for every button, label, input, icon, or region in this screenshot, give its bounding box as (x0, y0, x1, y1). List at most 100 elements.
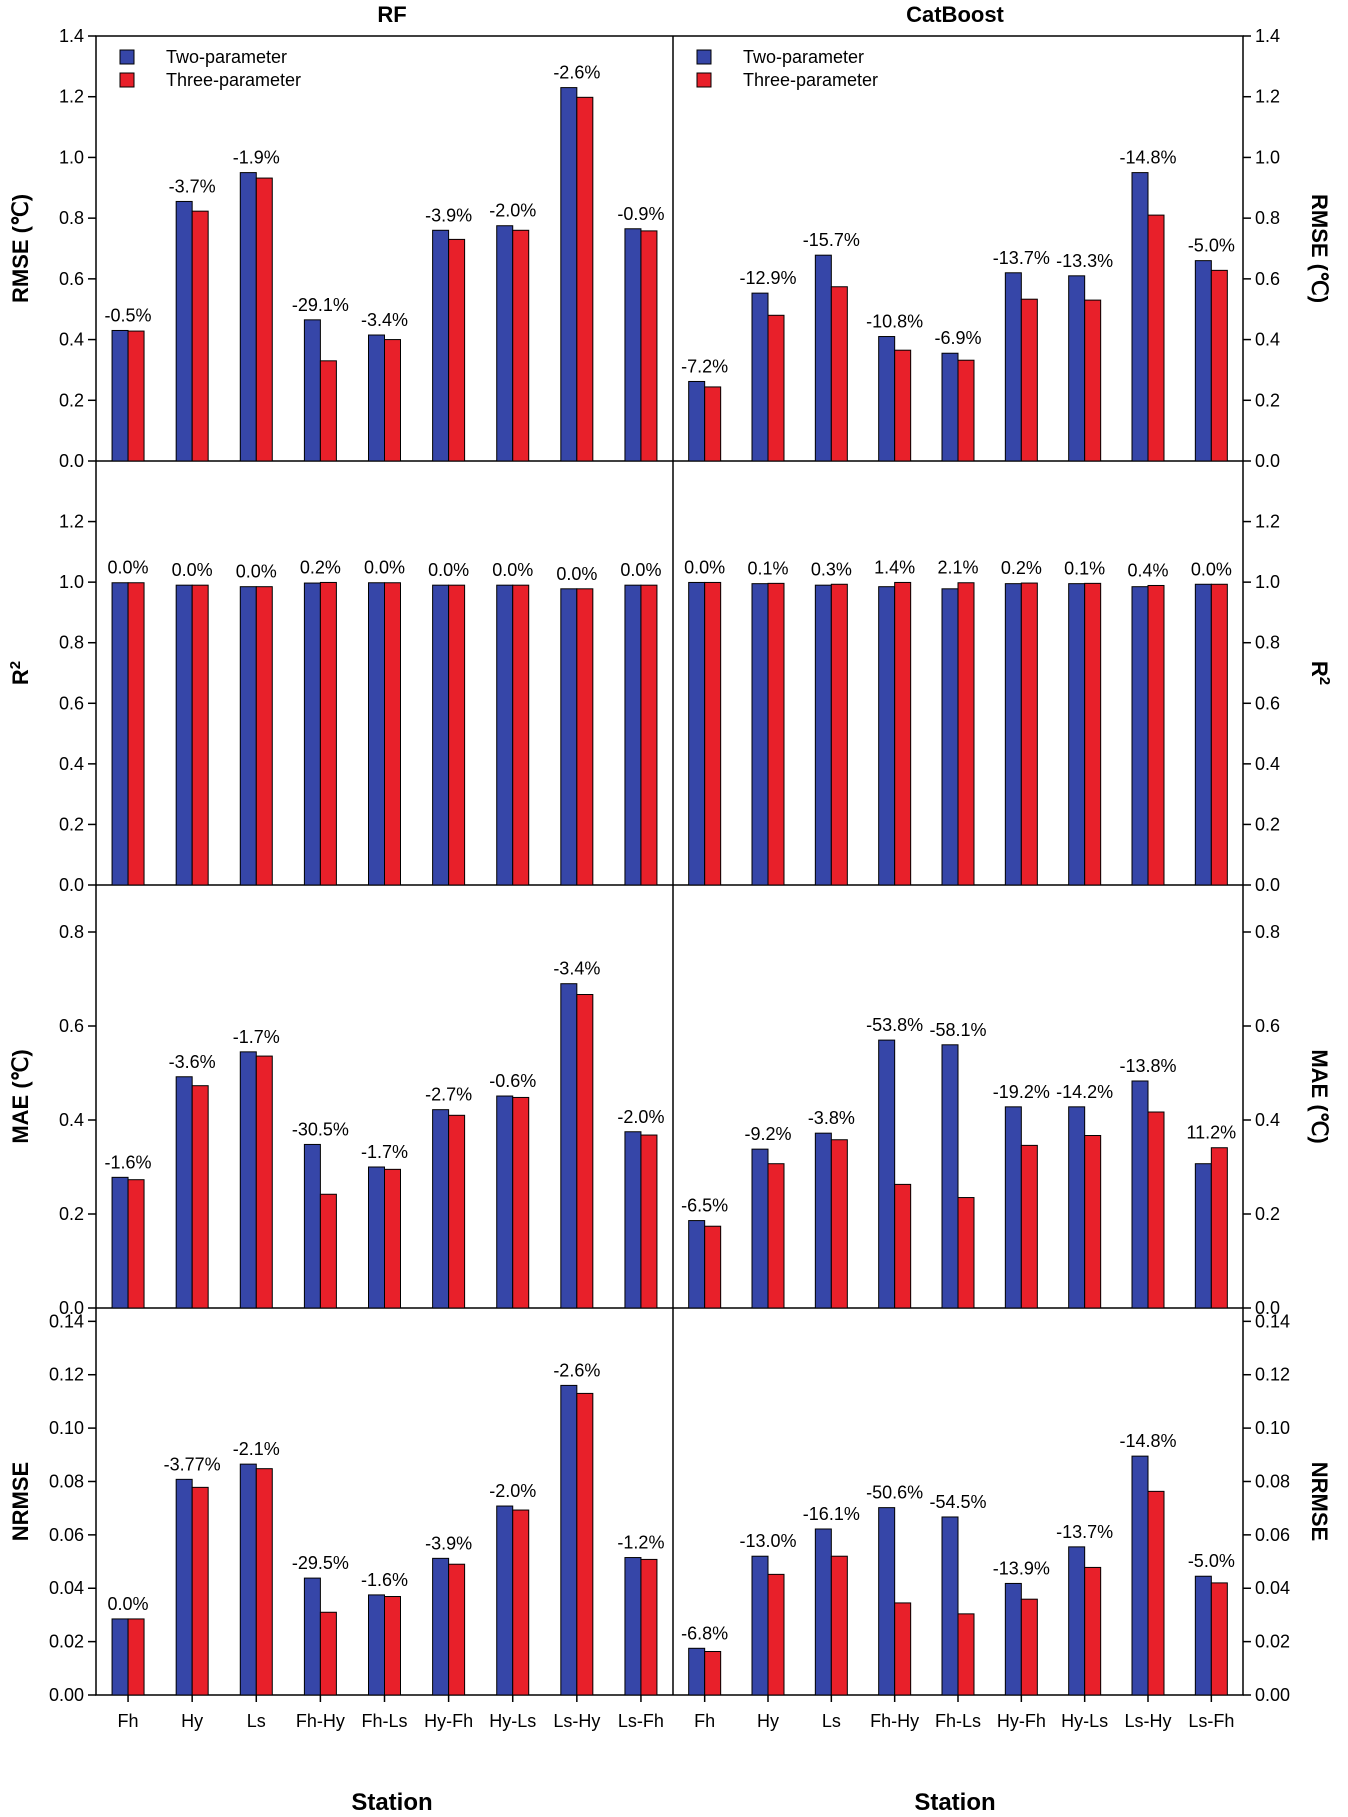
panel-catboost-0: 0.0 0.2 0.4 0.6 0.8 1.0 1.2 1.4 RMSE (℃) -7.2% -12… (681, 26, 1332, 471)
y-tick-label: 0.00 (1255, 1685, 1290, 1705)
bar-two-param (368, 1594, 385, 1696)
data-label: -2.7% (425, 1085, 472, 1105)
data-label: -16.1% (803, 1504, 860, 1524)
bar-two-param (560, 588, 578, 886)
bar-two-param (878, 1507, 896, 1696)
data-label: -2.0% (489, 1481, 536, 1501)
bar-three-param (640, 230, 658, 462)
bar-two-param (1004, 1106, 1022, 1309)
bar-two-param (1068, 1106, 1086, 1309)
bar-three-param (1020, 298, 1038, 462)
bar-three-param (319, 1193, 337, 1309)
legend-swatch-two-param (696, 49, 712, 65)
bar-three-param (127, 330, 145, 462)
bar-two-param (432, 584, 450, 886)
data-label: -0.6% (489, 1071, 536, 1091)
bar-three-param (1147, 584, 1165, 886)
bar-three-param (384, 339, 401, 462)
y-tick-label: 0.8 (1255, 922, 1280, 942)
y-tick-label: 0.4 (59, 330, 84, 350)
bar-two-param (560, 1384, 578, 1696)
bar-two-param (239, 1051, 257, 1309)
panel-rf-2: 0.0 0.2 0.4 0.6 0.8 MAE (℃) -1.6% -3.6% -1.7% -30… (8, 922, 664, 1318)
legend-swatch-three-param (119, 72, 135, 88)
y-axis-label-r2: R2 (7, 661, 33, 685)
data-label: 0.0% (1191, 559, 1232, 579)
bar-three-param (894, 581, 912, 886)
bar-three-param (767, 582, 785, 886)
bar-two-param (624, 228, 642, 462)
data-label: 0.4% (1127, 560, 1168, 580)
y-tick-label: 0.0 (59, 1298, 84, 1318)
panel-catboost-2: 0.0 0.2 0.4 0.6 0.8 MAE (℃) -6.5% -9.2% -3.8% -53… (681, 922, 1332, 1318)
y-tick-label: 0.6 (59, 1016, 84, 1036)
bar-three-param (957, 359, 975, 462)
y-tick-label: 0.06 (1255, 1525, 1290, 1545)
y-tick-label: 1.2 (1255, 87, 1280, 107)
bar-three-param (1020, 1598, 1038, 1696)
bar-two-param (1194, 583, 1212, 886)
legend-swatch-two-param (119, 49, 135, 65)
bar-three-param (448, 584, 466, 886)
y-tick-label: 0.14 (49, 1311, 84, 1331)
data-label: -2.6% (553, 63, 600, 83)
bar-three-param (191, 1486, 209, 1696)
bar-two-param (751, 1148, 769, 1309)
y-tick-label: 0.4 (1255, 1110, 1280, 1130)
y-tick-label: 0.02 (1255, 1632, 1290, 1652)
data-label: 0.0% (492, 560, 533, 580)
panel-rf-0: 0.0 0.2 0.4 0.6 0.8 1.0 1.2 1.4 RMSE (℃) -0.5% -3.… (8, 26, 664, 471)
y-tick-label: 1.0 (1255, 572, 1280, 592)
y-axis-label-rmse: RMSE (℃) (1307, 194, 1332, 303)
y-tick-label: 1.2 (59, 512, 84, 532)
y-tick-label: 1.4 (59, 26, 84, 46)
bar-three-param (448, 1563, 466, 1696)
y-tick-label: 0.04 (49, 1578, 84, 1598)
data-label: 0.0% (428, 560, 469, 580)
x-tick-label: Ls (822, 1711, 841, 1731)
bar-two-param (239, 172, 257, 462)
data-label: 0.0% (364, 558, 405, 578)
data-label: -1.6% (105, 1152, 152, 1172)
data-label: -3.77% (164, 1454, 221, 1474)
y-tick-label: 0.08 (1255, 1471, 1290, 1491)
bar-two-param (751, 292, 769, 462)
data-label: 0.0% (236, 562, 277, 582)
data-label: -3.4% (553, 959, 600, 979)
data-label: -3.9% (425, 1533, 472, 1553)
data-label: -9.2% (744, 1124, 791, 1144)
x-tick-label: Fh (694, 1711, 715, 1731)
bar-three-param (576, 1392, 594, 1696)
data-label: -58.1% (929, 1020, 986, 1040)
bar-three-param (512, 584, 530, 886)
bar-three-param (127, 1618, 145, 1696)
bar-two-param (751, 1555, 769, 1696)
legend-label-two-param: Two-parameter (166, 47, 287, 67)
bar-two-param (1004, 272, 1022, 462)
bar-two-param (239, 1463, 257, 1696)
data-label: 2.1% (937, 558, 978, 578)
bar-three-param (1084, 299, 1102, 462)
bar-three-param (1020, 582, 1038, 886)
x-axis-title-rf: Station (351, 1789, 432, 1816)
bar-two-param (878, 586, 896, 886)
x-tick-label: Ls-Hy (553, 1711, 600, 1731)
data-label: 11.2% (1186, 1123, 1236, 1143)
data-label: -15.7% (803, 230, 860, 250)
y-tick-label: 0.10 (49, 1418, 84, 1438)
bar-two-param (941, 352, 959, 462)
bar-two-param (368, 334, 385, 462)
x-tick-label: Fh-Hy (870, 1711, 919, 1731)
y-tick-label: 0.8 (59, 633, 84, 653)
bar-two-param (111, 1618, 129, 1696)
panel-catboost-1: 0.0 0.2 0.4 0.6 0.8 1.0 1.2 R2 0.0% 0.1% 0.3% 1.4% 2… (684, 512, 1333, 895)
data-label: -13.9% (993, 1558, 1050, 1578)
y-tick-label: 0.04 (1255, 1578, 1290, 1598)
data-label: -14.8% (1119, 1431, 1176, 1451)
y-tick-label: 0.0 (1255, 451, 1280, 471)
bar-three-param (1084, 582, 1102, 886)
y-tick-label: 0.8 (1255, 633, 1280, 653)
panel-title-rf: RF (377, 2, 406, 27)
data-label: -12.9% (739, 268, 796, 288)
